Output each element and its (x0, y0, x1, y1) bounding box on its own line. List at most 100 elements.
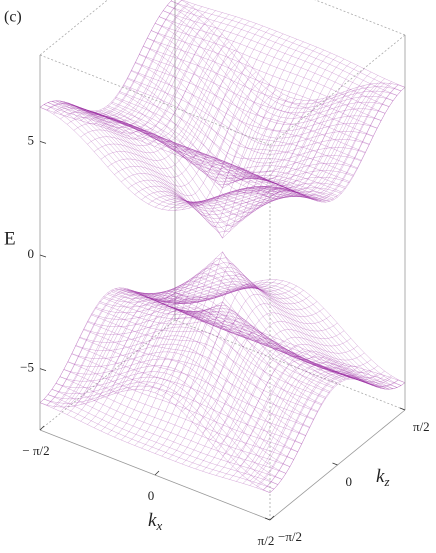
surface-line (167, 5, 398, 96)
surface-line (53, 294, 189, 409)
surface-line (222, 65, 358, 184)
surface-line (100, 309, 237, 432)
surface-line (131, 70, 362, 161)
surface-line (123, 271, 354, 379)
surface-line (242, 75, 379, 191)
surface-line (222, 359, 358, 478)
surface-line (67, 361, 298, 453)
surface-line (47, 102, 278, 193)
surface-line (114, 280, 250, 394)
surface-line (139, 293, 370, 385)
surface-line (80, 304, 216, 422)
surface-line (163, 10, 394, 114)
surface-line (67, 102, 298, 204)
surface-line (73, 301, 209, 419)
surface-line (95, 111, 326, 224)
surface-line (66, 6, 203, 122)
surface-line (263, 84, 399, 201)
surface-line (91, 314, 322, 406)
surface-line (151, 298, 382, 389)
surface-line (60, 296, 196, 412)
surface-line (43, 398, 275, 490)
x-tick-label: − π/2 (22, 443, 49, 458)
surface-line (135, 62, 366, 164)
surface-line (100, 16, 237, 139)
surface-line (111, 257, 342, 381)
surface-line (175, 44, 311, 181)
surface-line (99, 111, 330, 228)
surface-line (39, 0, 173, 113)
x-tick (269, 515, 275, 521)
box-edge (174, 319, 406, 411)
surface-line (147, 286, 378, 388)
surface-line (83, 329, 314, 420)
surface-line (91, 297, 322, 405)
surface-line (107, 284, 243, 397)
surface-line (131, 70, 362, 173)
surface-line (59, 365, 290, 467)
surface-line (60, 8, 196, 124)
surface-line (60, 292, 196, 408)
box-edge (39, 319, 176, 431)
surface-line (139, 54, 370, 155)
surface-line (51, 389, 282, 480)
surface-line (107, 294, 338, 385)
surface-line (73, 8, 209, 125)
x-tick-label: 0 (148, 488, 155, 503)
surface-line (249, 366, 385, 482)
surface-line (121, 23, 257, 153)
surface-line (159, 298, 390, 390)
surface-line (114, 311, 250, 438)
surface-line (256, 83, 392, 199)
surface-line (53, 4, 189, 119)
surface-line (208, 351, 345, 474)
surface-line (148, 93, 284, 227)
surface-line (249, 370, 385, 486)
surface-line (195, 342, 331, 470)
surface-line (154, 251, 291, 393)
surface-line (236, 365, 372, 482)
surface-line (141, 31, 277, 173)
surface-line (170, 0, 402, 92)
surface-line (103, 109, 334, 233)
surface-line (202, 93, 338, 206)
surface-line (79, 337, 310, 428)
surface-line (256, 371, 392, 486)
z-tick-label: 0 (346, 474, 353, 489)
surface-line (39, 107, 271, 211)
surface-line (127, 25, 264, 159)
surface-line (167, 297, 398, 388)
surface-line (135, 292, 366, 383)
surface-line (175, 100, 311, 222)
surface-line (103, 108, 334, 199)
surface-line (51, 101, 282, 204)
surface-line (249, 78, 385, 194)
surface-line (119, 91, 350, 182)
z-tick-label: π/2 (413, 419, 430, 434)
surface-line (151, 30, 382, 121)
y-tick (39, 140, 47, 144)
surface-line (43, 104, 275, 195)
surface-line (147, 296, 378, 388)
surface-line (151, 30, 382, 132)
surface-line (79, 326, 310, 428)
surface-line (208, 91, 345, 204)
surface-line (59, 100, 290, 192)
surface-line (174, 292, 406, 383)
surface-line (269, 87, 406, 202)
surface-line (134, 28, 270, 165)
surface-line (161, 99, 297, 233)
surface-line (87, 291, 223, 404)
surface-line (139, 283, 370, 384)
surface-line (107, 56, 243, 169)
surface-line (75, 105, 306, 197)
surface-line (181, 0, 406, 88)
surface-line (127, 289, 358, 380)
surface-line (47, 102, 278, 206)
surface-line (59, 376, 290, 467)
surface-line (143, 46, 374, 147)
surface-line (46, 289, 182, 406)
surface-line (83, 317, 314, 420)
surface-line (161, 263, 297, 397)
surface-line (263, 376, 399, 491)
